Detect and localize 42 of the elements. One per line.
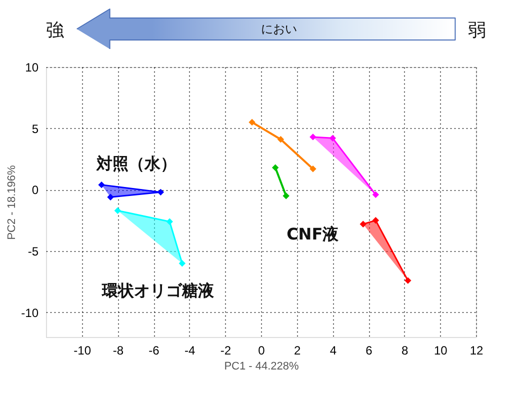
point — [329, 134, 336, 142]
point — [157, 188, 164, 196]
point — [372, 217, 380, 224]
x-tick-label: -6 — [148, 344, 160, 358]
annotation: CNF液 — [286, 224, 340, 244]
point — [166, 218, 173, 225]
x-tick-label: 12 — [470, 344, 484, 358]
x-tick-label: -4 — [184, 344, 196, 358]
x-axis-title: PC1 - 44.228% — [224, 360, 300, 372]
x-tick-label: -2 — [220, 344, 232, 358]
x-tick-label: 8 — [401, 344, 408, 358]
x-tick-label: 4 — [330, 344, 337, 358]
y-tick-label: -5 — [28, 244, 39, 259]
y-tick-label: 10 — [25, 60, 39, 74]
point — [282, 192, 290, 200]
annotation: 対照（水） — [95, 154, 176, 174]
point — [178, 260, 186, 267]
point — [310, 166, 316, 172]
point — [98, 181, 105, 188]
y-axis-title: PC2 - 18.196% — [6, 164, 18, 240]
point — [272, 164, 279, 171]
x-tick-label: 2 — [294, 344, 301, 358]
point — [360, 220, 366, 228]
point — [114, 207, 122, 214]
x-tick-label: -10 — [74, 344, 92, 358]
text: 強 — [46, 20, 64, 41]
point — [372, 191, 380, 198]
x-tick-label: -8 — [112, 344, 124, 358]
point — [248, 118, 256, 126]
y-tick-label: 0 — [32, 183, 39, 198]
y-tick-label: 5 — [32, 122, 39, 136]
x-tick-label: 0 — [258, 344, 266, 358]
annotation: 環状オリゴ糖液 — [100, 281, 215, 300]
y-tick-label: -10 — [21, 306, 39, 320]
x-tick-label: 10 — [434, 344, 448, 358]
point — [107, 194, 114, 200]
text: 弱 — [468, 20, 486, 41]
point — [310, 134, 316, 140]
x-tick-label: 6 — [366, 344, 373, 358]
point — [404, 277, 412, 284]
text: におい — [261, 22, 298, 36]
point — [277, 136, 284, 143]
